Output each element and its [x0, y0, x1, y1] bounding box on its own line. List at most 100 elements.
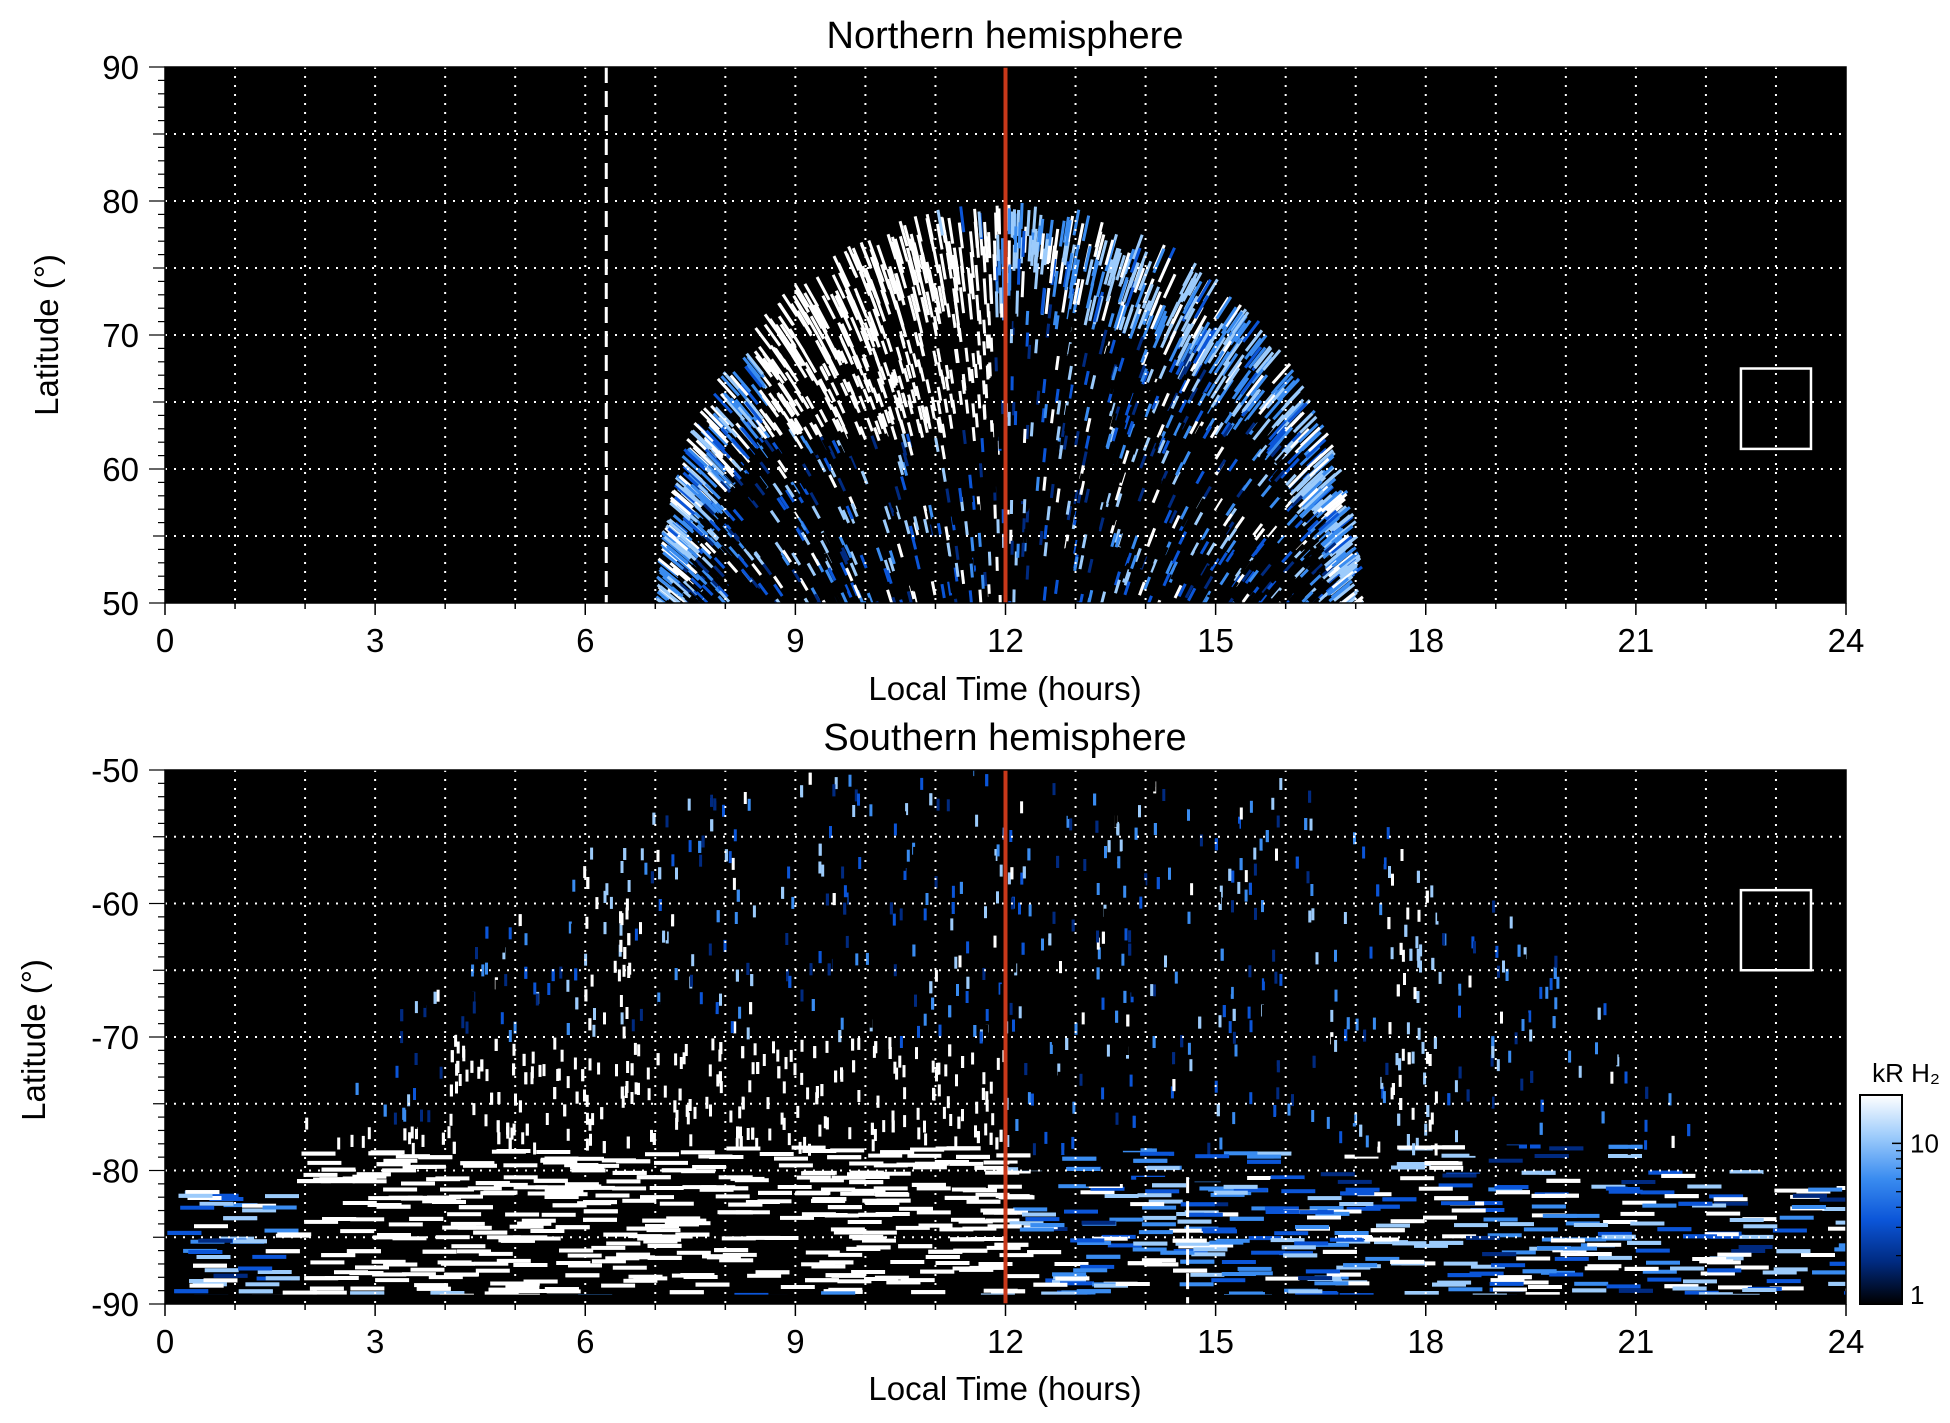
- heat-streak: [868, 395, 876, 411]
- heat-streak: [392, 1236, 427, 1241]
- heat-streak: [1762, 1270, 1797, 1275]
- heat-streak: [873, 1186, 908, 1191]
- heat-streak: [1238, 498, 1249, 512]
- heat-streak: [1084, 488, 1090, 503]
- heat-streak: [691, 529, 704, 541]
- heat-streak: [798, 561, 808, 576]
- heat-streak: [907, 441, 914, 456]
- heat-streak: [509, 1224, 544, 1229]
- heat-streak: [1315, 472, 1337, 493]
- heat-streak: [746, 447, 758, 461]
- heat-streak: [1044, 1131, 1048, 1144]
- heat-streak: [948, 908, 952, 921]
- heat-streak: [1009, 529, 1013, 544]
- heat-streak: [772, 545, 783, 559]
- heat-streak: [1008, 264, 1012, 291]
- heat-streak: [482, 948, 486, 961]
- heat-streak: [838, 522, 847, 537]
- heat-streak: [1401, 1048, 1405, 1061]
- heat-streak: [1054, 778, 1058, 791]
- y-tick-label: 90: [102, 49, 139, 86]
- heat-streak: [896, 389, 904, 405]
- heat-streak: [1704, 1232, 1739, 1237]
- heat-streak: [1311, 908, 1315, 921]
- heat-streak: [430, 1291, 465, 1295]
- heat-streak: [1050, 783, 1053, 796]
- heat-streak: [768, 1128, 772, 1141]
- heat-streak: [695, 573, 708, 586]
- heat-streak: [1021, 401, 1026, 416]
- heat-streak: [1709, 1256, 1744, 1261]
- heat-streak: [1280, 531, 1292, 544]
- heat-streak: [1072, 278, 1081, 305]
- heat-streak: [1279, 778, 1283, 790]
- heat-streak: [1117, 276, 1129, 303]
- heat-streak: [1528, 1058, 1532, 1071]
- heat-streak: [988, 1032, 992, 1045]
- heat-streak: [753, 552, 765, 566]
- heat-streak: [805, 367, 815, 382]
- heat-streak: [1098, 326, 1106, 342]
- heat-streak: [866, 792, 870, 805]
- heat-streak: [762, 1054, 766, 1066]
- heat-streak: [934, 437, 940, 453]
- heat-streak: [1137, 1193, 1172, 1198]
- heat-streak: [682, 1052, 686, 1065]
- heat-streak: [1233, 369, 1252, 393]
- heat-streak: [1285, 582, 1298, 595]
- heat-streak: [806, 838, 810, 851]
- heat-streak: [832, 589, 841, 603]
- heat-streak: [730, 940, 734, 953]
- heat-streak: [622, 1198, 657, 1203]
- heat-streak: [482, 1031, 486, 1044]
- north-title: Northern hemisphere: [827, 15, 1184, 57]
- heat-streak: [797, 517, 807, 531]
- heat-streak: [824, 489, 834, 504]
- heat-streak: [969, 231, 975, 258]
- heat-streak: [918, 576, 925, 591]
- heat-streak: [939, 279, 948, 306]
- heat-streak: [1149, 558, 1158, 573]
- heat-streak: [1165, 301, 1180, 327]
- heat-streak: [1157, 1117, 1161, 1130]
- heat-streak: [974, 770, 978, 783]
- heat-streak: [312, 1290, 347, 1295]
- heat-streak: [718, 590, 731, 603]
- north-ylabel: Latitude (°): [28, 254, 65, 416]
- heat-streak: [1072, 209, 1081, 236]
- heat-streak: [885, 337, 893, 353]
- heat-streak: [1223, 410, 1235, 424]
- heat-streak: [993, 397, 998, 412]
- heat-streak: [1104, 1194, 1139, 1198]
- heat-streak: [755, 419, 767, 433]
- heat-streak: [1209, 425, 1220, 439]
- heat-streak: [1038, 428, 1044, 443]
- heat-streak: [964, 532, 970, 548]
- heat-streak: [1064, 219, 1072, 247]
- heat-streak: [956, 440, 962, 455]
- heat-streak: [1291, 478, 1304, 491]
- heat-streak: [935, 487, 941, 503]
- heat-streak: [1069, 818, 1073, 831]
- heat-streak: [781, 514, 792, 528]
- heat-streak: [1244, 399, 1263, 423]
- heat-streak: [781, 549, 793, 564]
- heat-streak: [1062, 435, 1068, 450]
- heat-streak: [1075, 351, 1082, 367]
- heat-streak: [740, 568, 752, 582]
- heat-streak: [1193, 294, 1210, 319]
- heat-streak: [858, 857, 862, 869]
- heat-streak: [383, 1187, 418, 1192]
- heat-streak: [891, 596, 899, 603]
- heat-streak: [1137, 265, 1151, 291]
- heat-streak: [1040, 248, 1046, 275]
- heat-streak: [697, 484, 719, 505]
- heat-streak: [1330, 535, 1353, 554]
- heat-streak: [740, 427, 760, 450]
- heat-streak: [473, 973, 477, 986]
- heat-streak: [906, 422, 914, 437]
- heat-streak: [818, 898, 821, 910]
- heat-streak: [1026, 989, 1030, 1002]
- heat-streak: [795, 527, 806, 542]
- heat-streak: [686, 1112, 690, 1125]
